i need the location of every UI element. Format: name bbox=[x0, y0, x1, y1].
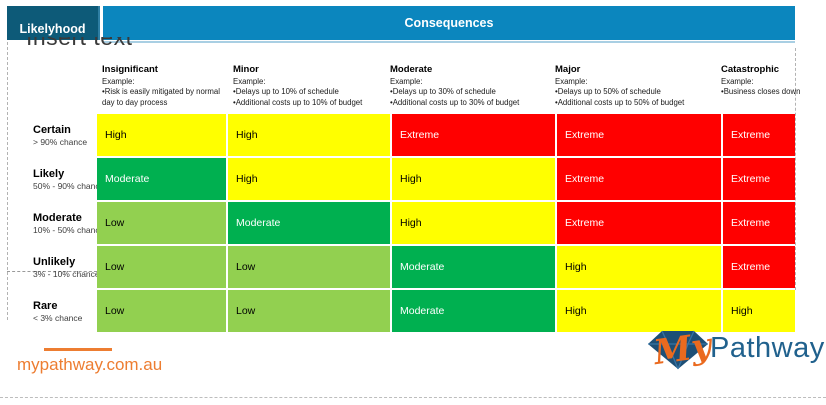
column-example-label: Example: bbox=[102, 77, 135, 87]
insert-text-label: Insert text bbox=[26, 37, 133, 50]
column-example-label: Example: bbox=[390, 77, 423, 87]
column-header-major: Major Example: •Delays up to 50% of sche… bbox=[555, 64, 717, 108]
risk-cell: High bbox=[97, 114, 226, 156]
column-example-bullet: •Business closes down bbox=[721, 87, 801, 97]
column-example-label: Example: bbox=[721, 77, 754, 87]
risk-cell: High bbox=[557, 290, 721, 332]
column-title: Moderate bbox=[390, 64, 433, 75]
risk-cell: High bbox=[557, 246, 721, 288]
row-label-certain: Certain > 90% chance bbox=[33, 114, 95, 156]
row-title: Certain bbox=[33, 123, 71, 136]
risk-cell: High bbox=[228, 158, 390, 200]
risk-matrix-grid: High High Extreme Extreme Extreme Modera… bbox=[97, 114, 795, 332]
placeholder-border-right bbox=[795, 48, 796, 290]
row-title: Moderate bbox=[33, 211, 82, 224]
risk-cell: Low bbox=[228, 246, 390, 288]
insert-text-placeholder: Insert text bbox=[26, 37, 156, 51]
risk-cell: High bbox=[228, 114, 390, 156]
column-example-bullet: •Delays up to 50% of schedule bbox=[555, 87, 661, 97]
column-example-bullet: •Delays up to 30% of schedule bbox=[390, 87, 496, 97]
column-title: Catastrophic bbox=[721, 64, 780, 75]
column-title: Major bbox=[555, 64, 581, 75]
column-example-label: Example: bbox=[233, 77, 266, 87]
row-label-likely: Likely 50% - 90% chance bbox=[33, 158, 105, 200]
column-example-bullet: •Delays up to 10% of schedule bbox=[233, 87, 339, 97]
consequences-header-underline bbox=[103, 41, 795, 43]
placeholder-border-left bbox=[7, 42, 8, 320]
risk-cell: Extreme bbox=[557, 158, 721, 200]
risk-cell: Low bbox=[228, 290, 390, 332]
risk-cell: Moderate bbox=[228, 202, 390, 244]
risk-cell: High bbox=[392, 158, 555, 200]
mypathway-logo-diamond-icon: My bbox=[648, 325, 716, 373]
mypathway-logo-wordmark: Pathway bbox=[710, 332, 825, 364]
column-header-insignificant: Insignificant Example: •Risk is easily m… bbox=[102, 64, 228, 108]
risk-cell: Extreme bbox=[557, 202, 721, 244]
row-subtitle: 50% - 90% chance bbox=[33, 180, 105, 191]
consequences-header: Consequences bbox=[103, 6, 795, 40]
risk-cell: Extreme bbox=[723, 114, 795, 156]
row-title: Unlikely bbox=[33, 255, 76, 268]
column-example-bullet: •Additional costs up to 30% of budget bbox=[390, 97, 520, 107]
risk-cell: Extreme bbox=[392, 114, 555, 156]
placeholder-border-bottom bbox=[0, 397, 826, 398]
row-label-rare: Rare < 3% chance bbox=[33, 290, 95, 332]
risk-cell: High bbox=[392, 202, 555, 244]
risk-cell: Extreme bbox=[723, 246, 795, 288]
row-subtitle: 3% - 10% chance bbox=[33, 268, 100, 279]
risk-cell: Moderate bbox=[392, 290, 555, 332]
risk-cell: Low bbox=[97, 202, 226, 244]
row-title: Rare bbox=[33, 299, 58, 312]
column-example-bullet: •Risk is easily mitigated by normal day … bbox=[102, 87, 220, 107]
column-example-bullet: •Additional costs up to 50% of budget bbox=[555, 97, 685, 107]
column-header-catastrophic: Catastrophic Example: •Business closes d… bbox=[721, 64, 823, 98]
risk-cell: Low bbox=[97, 246, 226, 288]
row-subtitle: < 3% chance bbox=[33, 312, 83, 323]
risk-cell: High bbox=[723, 290, 795, 332]
row-label-moderate: Moderate 10% - 50% chance bbox=[33, 202, 105, 244]
website-link[interactable]: mypathway.com.au bbox=[17, 355, 163, 374]
column-header-moderate: Moderate Example: •Delays up to 30% of s… bbox=[390, 64, 548, 108]
risk-cell: Extreme bbox=[723, 202, 795, 244]
row-subtitle: 10% - 50% chance bbox=[33, 224, 105, 235]
logo-my-script: My bbox=[650, 325, 716, 373]
row-label-unlikely: Unlikely 3% - 10% chance bbox=[33, 246, 100, 288]
risk-cell: Extreme bbox=[723, 158, 795, 200]
column-header-minor: Minor Example: •Delays up to 10% of sche… bbox=[233, 64, 385, 108]
row-subtitle: > 90% chance bbox=[33, 136, 88, 147]
column-title: Minor bbox=[233, 64, 259, 75]
risk-cell: Moderate bbox=[392, 246, 555, 288]
row-title: Likely bbox=[33, 167, 65, 180]
column-example-label: Example: bbox=[555, 77, 588, 87]
column-title: Insignificant bbox=[102, 64, 158, 75]
column-example-bullet: •Additional costs up to 10% of budget bbox=[233, 97, 363, 107]
risk-cell: Moderate bbox=[97, 158, 226, 200]
risk-cell: Low bbox=[97, 290, 226, 332]
likelihood-header: Likelyhood bbox=[7, 6, 100, 40]
placeholder-border-middle bbox=[7, 271, 97, 272]
risk-cell: Extreme bbox=[557, 114, 721, 156]
website-accent-rule bbox=[44, 348, 112, 351]
